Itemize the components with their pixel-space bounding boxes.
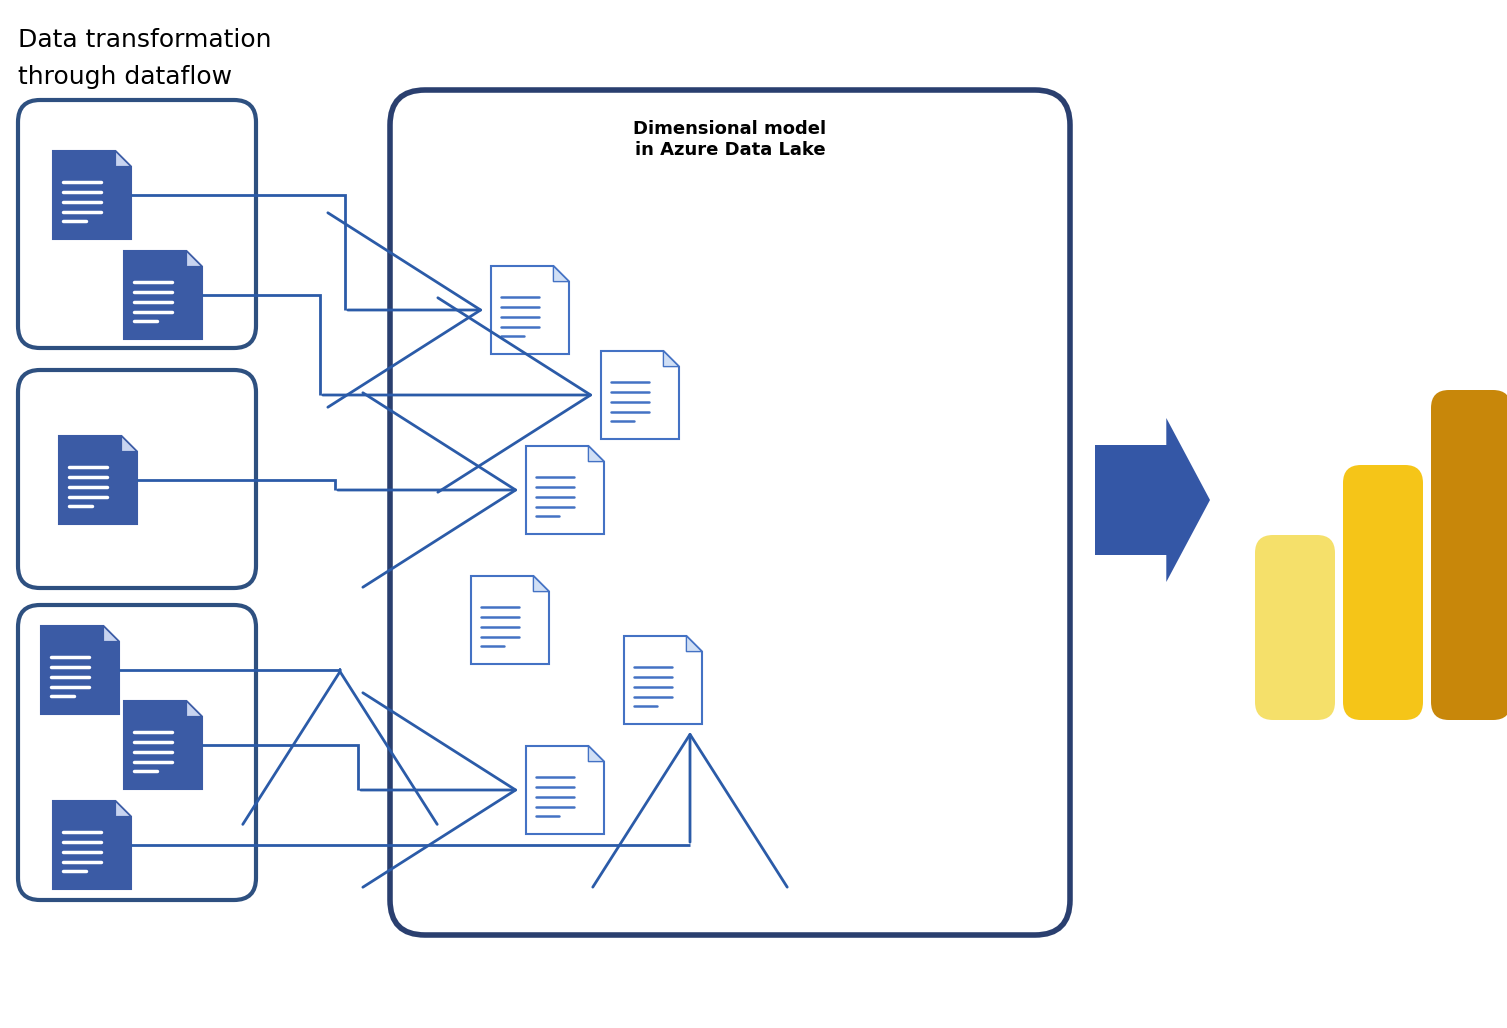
Polygon shape bbox=[533, 576, 549, 591]
Polygon shape bbox=[526, 446, 604, 534]
FancyBboxPatch shape bbox=[18, 605, 256, 900]
Text: Dimensional model
in Azure Data Lake: Dimensional model in Azure Data Lake bbox=[633, 120, 826, 158]
Polygon shape bbox=[104, 626, 119, 641]
Polygon shape bbox=[472, 576, 549, 664]
Polygon shape bbox=[124, 701, 202, 790]
FancyBboxPatch shape bbox=[18, 100, 256, 348]
Polygon shape bbox=[41, 626, 119, 714]
Polygon shape bbox=[601, 351, 680, 439]
Polygon shape bbox=[116, 801, 131, 816]
Polygon shape bbox=[187, 701, 202, 717]
Polygon shape bbox=[124, 251, 202, 339]
Polygon shape bbox=[1096, 418, 1210, 582]
Polygon shape bbox=[588, 446, 604, 462]
Text: Data transformation: Data transformation bbox=[18, 28, 271, 52]
Polygon shape bbox=[491, 266, 570, 354]
Text: through dataflow: through dataflow bbox=[18, 65, 232, 89]
FancyBboxPatch shape bbox=[1432, 390, 1507, 720]
Polygon shape bbox=[53, 801, 131, 889]
Polygon shape bbox=[53, 151, 131, 238]
Polygon shape bbox=[588, 746, 604, 762]
Polygon shape bbox=[686, 636, 702, 652]
Polygon shape bbox=[553, 266, 570, 282]
Polygon shape bbox=[122, 436, 137, 451]
FancyBboxPatch shape bbox=[390, 90, 1070, 935]
Polygon shape bbox=[116, 151, 131, 167]
FancyBboxPatch shape bbox=[1255, 535, 1335, 720]
Polygon shape bbox=[187, 251, 202, 266]
FancyBboxPatch shape bbox=[18, 370, 256, 588]
Polygon shape bbox=[59, 436, 137, 524]
Polygon shape bbox=[624, 636, 702, 724]
FancyBboxPatch shape bbox=[1343, 465, 1423, 720]
Polygon shape bbox=[526, 746, 604, 834]
Polygon shape bbox=[663, 351, 680, 367]
